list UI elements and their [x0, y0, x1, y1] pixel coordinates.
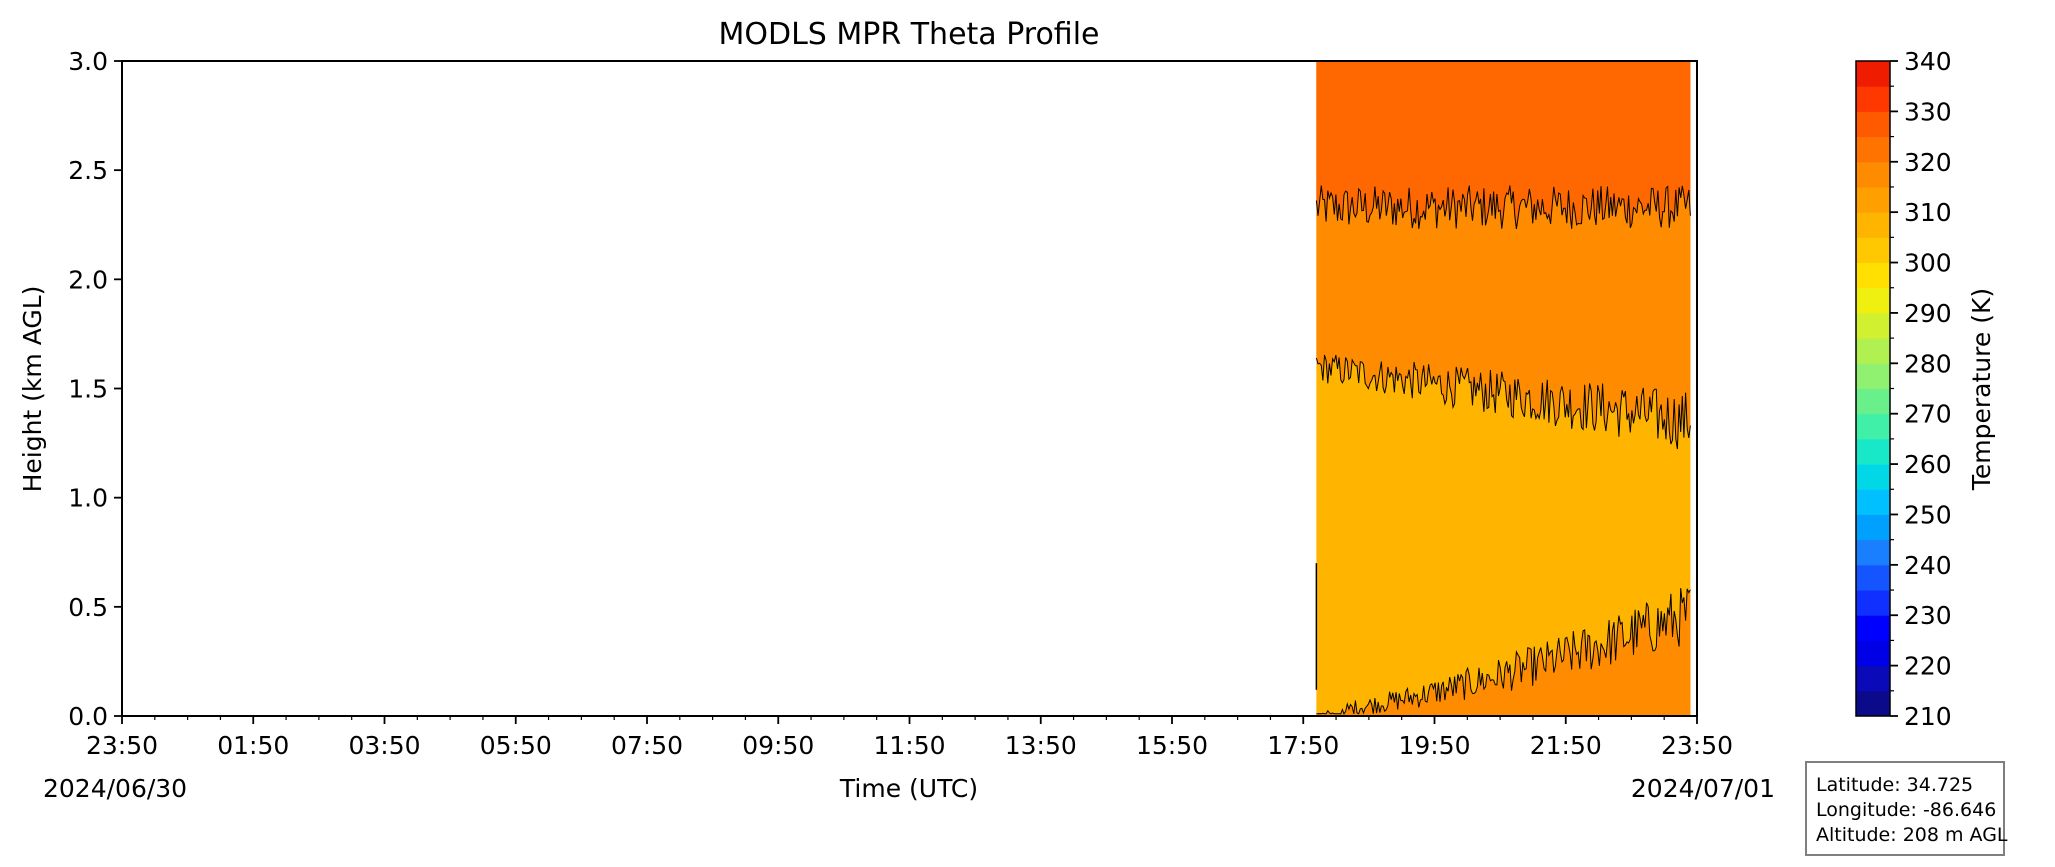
band-300-305-lower	[1316, 588, 1691, 716]
x-tick-label: 21:50	[1530, 731, 1602, 760]
colorbar-tick-label: 330	[1904, 97, 1952, 126]
colorbar-label: Temperature (K)	[1967, 288, 1996, 491]
contour-line-2	[1316, 588, 1691, 715]
colorbar-tick-label: 250	[1904, 500, 1952, 529]
colorbar-bin	[1856, 640, 1890, 667]
colorbar-bin	[1856, 514, 1890, 541]
y-tick-label: 1.5	[68, 375, 108, 404]
colorbar-tick-label: 280	[1904, 349, 1952, 378]
colorbar-bin	[1856, 212, 1890, 238]
x-tick-label: 07:50	[611, 731, 683, 760]
contour-line-0	[1315, 185, 1691, 229]
y-axis: 0.0 0.5 1.0 1.5 2.0 2.5 3.0	[68, 47, 122, 731]
x-tick-label: 09:50	[742, 731, 814, 760]
theta-contours	[1315, 185, 1691, 715]
colorbar-bin	[1856, 262, 1890, 289]
colorbar-bin	[1856, 438, 1890, 465]
x-tick-label: 23:50	[1661, 731, 1733, 760]
colorbar-bin	[1856, 464, 1890, 490]
x-tick-label: 01:50	[217, 731, 289, 760]
colorbar: 210 220 230 240 250 260 270 280 290 300 310 320 330 3…	[1855, 47, 1952, 731]
latitude-text: Latitude: 34.725	[1816, 774, 1974, 796]
colorbar-bin	[1856, 539, 1890, 566]
colorbar-tick-label: 310	[1904, 198, 1952, 227]
x-tick-label: 03:50	[348, 731, 420, 760]
colorbar-tick-label: 340	[1904, 47, 1952, 76]
x-tick-label: 13:50	[1005, 731, 1077, 760]
colorbar-bin	[1856, 161, 1890, 188]
colorbar-bin	[1856, 489, 1890, 515]
y-axis-label: Height (km AGL)	[18, 286, 47, 493]
x-axis-label: Time (UTC)	[839, 774, 978, 803]
colorbar-bin	[1856, 61, 1890, 87]
colorbar-bin	[1856, 564, 1890, 591]
y-tick-label: 1.0	[68, 484, 108, 513]
colorbar-tick-label: 290	[1904, 299, 1952, 328]
colorbar-tick-label: 210	[1904, 702, 1952, 731]
colorbar-tick-label: 220	[1904, 652, 1952, 681]
colorbar-bin	[1856, 690, 1890, 717]
colorbar-tick-label: 270	[1904, 400, 1952, 429]
x-axis: 23:50 01:50 03:50 05:50 07:50 09:50 11:50 13:50…	[86, 716, 1733, 760]
x-tick-label: 11:50	[873, 731, 945, 760]
colorbar-bin	[1856, 237, 1890, 264]
colorbar-tick-label: 260	[1904, 450, 1952, 479]
colorbar-bin	[1856, 287, 1890, 314]
colorbar-bin	[1856, 615, 1890, 641]
date-end-label: 2024/07/01	[1631, 774, 1775, 803]
band-305-310	[1316, 61, 1691, 229]
contour-line-1	[1315, 354, 1691, 450]
y-tick-label: 3.0	[68, 47, 108, 76]
colorbar-bin	[1856, 312, 1890, 339]
colorbar-bin	[1856, 413, 1890, 440]
x-tick-label: 15:50	[1136, 731, 1208, 760]
colorbar-bin	[1856, 136, 1890, 163]
x-tick-label: 23:50	[86, 731, 158, 760]
station-info-box: Latitude: 34.725 Longitude: -86.646 Alti…	[1805, 761, 2008, 856]
chart-title: MODLS MPR Theta Profile	[718, 17, 1099, 52]
y-tick-label: 0.5	[68, 593, 108, 622]
colorbar-bin	[1856, 86, 1890, 112]
heatmap-field	[1316, 61, 1691, 716]
colorbar-tick-label: 300	[1904, 249, 1952, 278]
x-tick-label: 17:50	[1267, 731, 1339, 760]
colorbar-bin	[1856, 388, 1890, 415]
x-tick-label: 19:50	[1398, 731, 1470, 760]
colorbar-tick-label: 320	[1904, 148, 1952, 177]
x-tick-label: 05:50	[480, 731, 552, 760]
date-start-label: 2024/06/30	[43, 774, 187, 803]
colorbar-bin	[1856, 111, 1890, 138]
y-tick-label: 0.0	[68, 702, 108, 731]
colorbar-bin	[1856, 363, 1890, 389]
longitude-text: Longitude: -86.646	[1816, 799, 1997, 821]
y-tick-label: 2.0	[68, 265, 108, 294]
colorbar-bin	[1856, 590, 1890, 616]
colorbar-tick-label: 230	[1904, 601, 1952, 630]
colorbar-bin	[1856, 186, 1890, 213]
colorbar-bin	[1856, 665, 1890, 692]
colorbar-tick-label: 240	[1904, 551, 1952, 580]
altitude-text: Altitude: 208 m AGL	[1816, 824, 2008, 846]
colorbar-bin	[1856, 338, 1890, 364]
y-tick-label: 2.5	[68, 156, 108, 185]
